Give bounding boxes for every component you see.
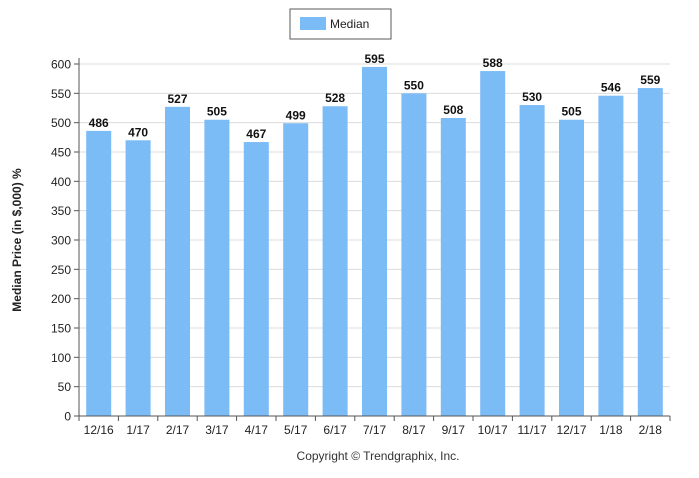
data-label: 530 bbox=[522, 90, 542, 104]
y-tick-label: 100 bbox=[51, 351, 71, 365]
data-label: 528 bbox=[325, 91, 345, 105]
data-label: 508 bbox=[443, 103, 463, 117]
legend: Median bbox=[289, 8, 392, 40]
y-tick-label: 250 bbox=[51, 263, 71, 277]
data-label: 467 bbox=[246, 127, 266, 141]
bar bbox=[519, 105, 545, 417]
x-tick-label: 6/17 bbox=[323, 423, 347, 437]
x-tick-label: 10/17 bbox=[478, 423, 508, 437]
bar bbox=[440, 117, 466, 417]
bar bbox=[637, 88, 663, 416]
y-tick-label: 0 bbox=[64, 410, 71, 424]
bar bbox=[125, 140, 151, 416]
x-tick-label: 5/17 bbox=[284, 423, 308, 437]
bar bbox=[361, 66, 388, 416]
legend-label-median: Median bbox=[330, 17, 369, 31]
legend-swatch bbox=[300, 17, 326, 30]
bar bbox=[598, 95, 624, 417]
data-label: 486 bbox=[89, 116, 109, 130]
data-label: 470 bbox=[128, 125, 148, 139]
bar bbox=[204, 119, 230, 416]
y-tick-label: 450 bbox=[51, 146, 71, 160]
x-tick-label: 9/17 bbox=[442, 423, 466, 437]
data-label: 550 bbox=[404, 78, 424, 92]
y-tick-label: 200 bbox=[51, 292, 71, 306]
bar-layer bbox=[86, 66, 663, 417]
data-label: 527 bbox=[167, 92, 187, 106]
x-tick-label: 4/17 bbox=[245, 423, 269, 437]
y-tick-label: 500 bbox=[51, 116, 71, 130]
bar bbox=[164, 106, 191, 417]
y-tick-label: 350 bbox=[51, 204, 71, 218]
x-tick-label: 8/17 bbox=[402, 423, 426, 437]
data-label: 499 bbox=[286, 108, 306, 122]
bar bbox=[558, 119, 585, 416]
data-label: 559 bbox=[640, 73, 660, 87]
y-tick-label: 600 bbox=[51, 58, 71, 72]
data-label: 505 bbox=[561, 105, 581, 119]
y-tick-label: 300 bbox=[51, 234, 71, 248]
x-tick-label: 1/18 bbox=[599, 423, 623, 437]
x-tick-label: 7/17 bbox=[363, 423, 387, 437]
bar bbox=[283, 123, 309, 417]
bar bbox=[480, 71, 506, 416]
y-tick-label: 400 bbox=[51, 175, 71, 189]
x-tick-label: 12/17 bbox=[556, 423, 586, 437]
copyright-text: Copyright © Trendgraphix, Inc. bbox=[297, 449, 460, 463]
data-label: 505 bbox=[207, 105, 227, 119]
data-label: 546 bbox=[601, 81, 621, 95]
x-tick-label: 2/17 bbox=[166, 423, 190, 437]
bar bbox=[322, 106, 348, 417]
y-tick-label: 50 bbox=[58, 380, 72, 394]
data-label-layer: 486 470 527 505 467 499 528 595 550 508 588 530 505 5… bbox=[89, 52, 661, 141]
bar bbox=[243, 142, 269, 416]
data-label: 595 bbox=[364, 52, 384, 66]
x-tick-label: 12/16 bbox=[84, 423, 114, 437]
bar bbox=[401, 93, 427, 416]
x-tick-label: 11/17 bbox=[518, 423, 547, 437]
x-tick-label: 1/17 bbox=[126, 423, 150, 437]
x-tick-label: 3/17 bbox=[205, 423, 229, 437]
y-tick-label: 550 bbox=[51, 87, 71, 101]
x-tick-label: 2/18 bbox=[639, 423, 663, 437]
bar bbox=[86, 130, 112, 416]
data-label: 588 bbox=[483, 56, 503, 70]
y-axis-title: Median Price (in $,000) % bbox=[10, 168, 24, 312]
axis-layer: 0 50 100 150 200 250 300 350 400 450 500 550 600 12/1… bbox=[51, 58, 671, 437]
y-tick-label: 150 bbox=[51, 322, 71, 336]
